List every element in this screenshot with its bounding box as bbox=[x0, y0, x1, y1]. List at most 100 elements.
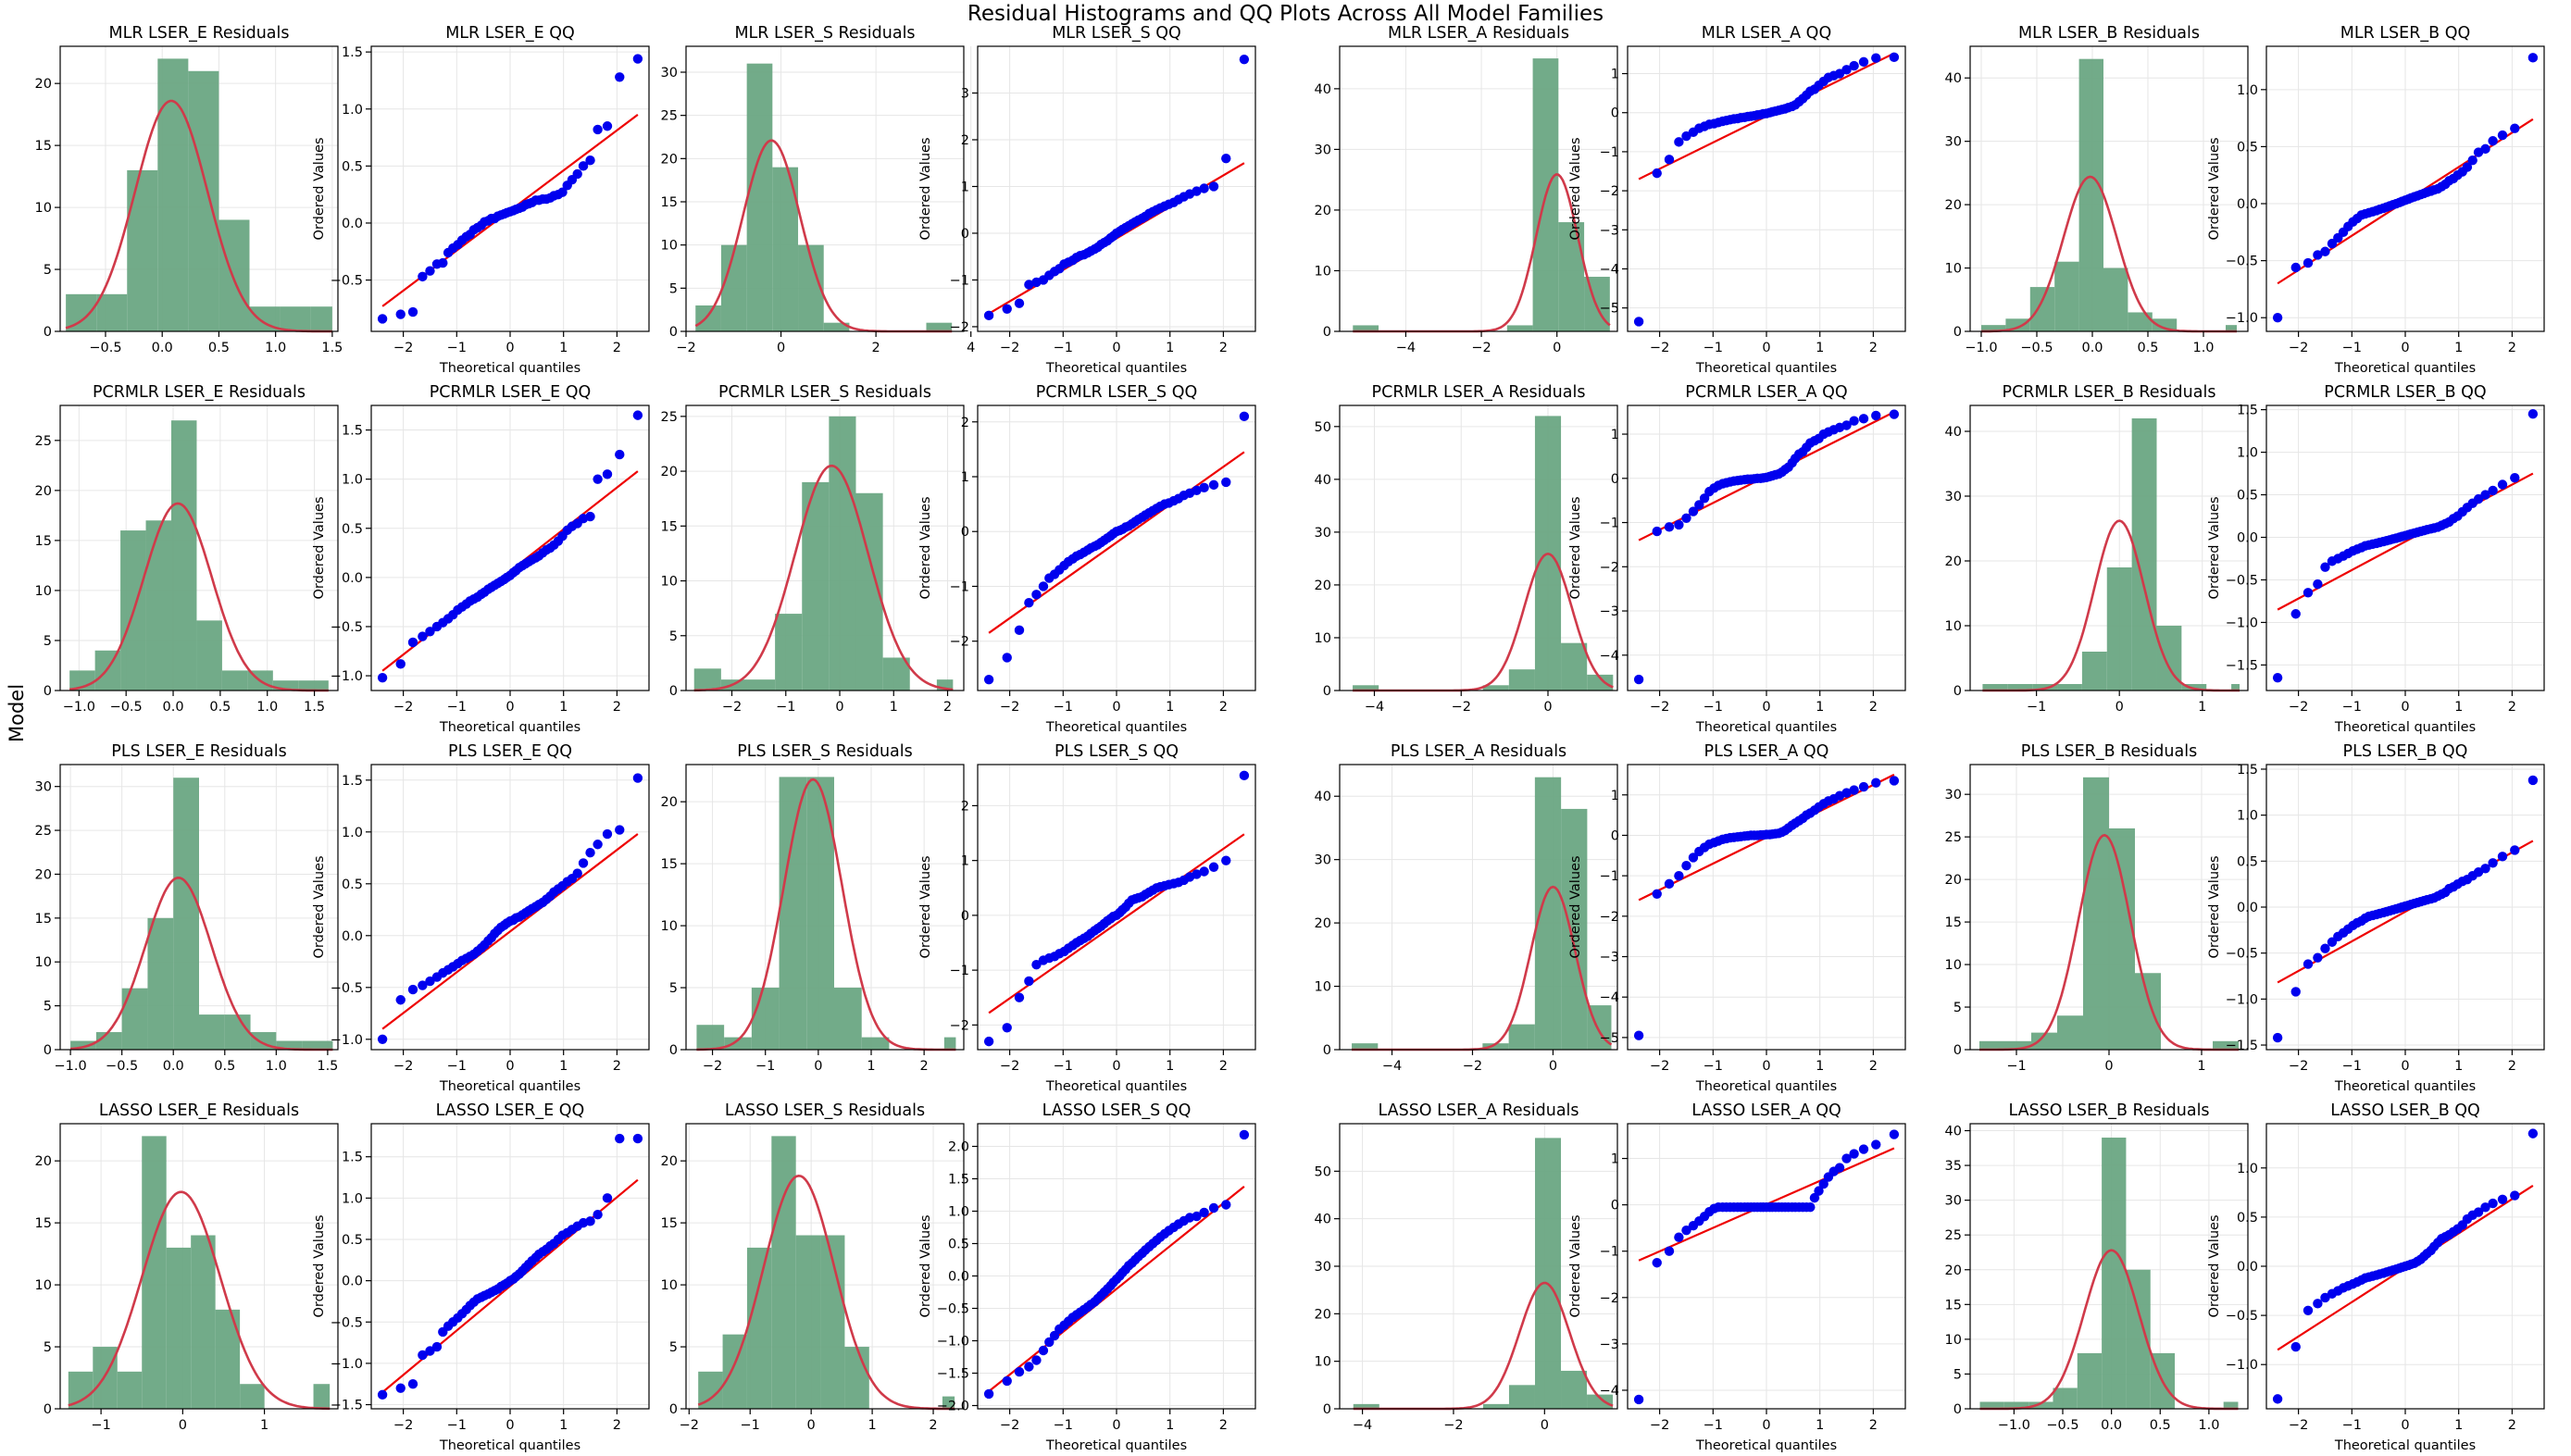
x-tick-label: 2 bbox=[943, 700, 952, 715]
qq-point bbox=[1674, 1232, 1684, 1242]
x-tick-label: −1 bbox=[447, 341, 467, 355]
hist-bar bbox=[1979, 1040, 2005, 1050]
x-tick-label: 1 bbox=[559, 1418, 568, 1433]
y-tick-label: 0.5 bbox=[342, 522, 363, 537]
subplot-title: PLS LSER_E QQ bbox=[448, 742, 572, 761]
y-tick-label: −0.5 bbox=[2226, 1309, 2258, 1324]
y-tick-label: 1.0 bbox=[2237, 83, 2258, 98]
qq-point bbox=[1681, 1225, 1691, 1236]
y-tick-label: −0.5 bbox=[937, 1302, 969, 1317]
y-tick-label: 1 bbox=[1611, 428, 1619, 442]
qq-point bbox=[1031, 959, 1042, 970]
qq-point bbox=[1014, 625, 1025, 636]
x-tick-label: 2 bbox=[1869, 341, 1878, 355]
subplot-mlr-lser-e-qq: −2 −1 0 1 2 −0.5 0.0 0.5 1.0 1.5 MLR LSER_E QQ Theo… bbox=[312, 24, 650, 376]
y-axis-label: Ordered Values bbox=[2207, 138, 2222, 241]
y-tick-label: 20 bbox=[1315, 916, 1331, 931]
y-tick-label: 25 bbox=[35, 824, 52, 839]
x-tick-label: 2 bbox=[1219, 1059, 1228, 1074]
y-tick-label: 10 bbox=[35, 201, 52, 216]
qq-point bbox=[1664, 522, 1675, 532]
qq-point bbox=[395, 309, 406, 319]
x-tick-label: −1 bbox=[91, 1418, 110, 1433]
y-tick-label: 15 bbox=[1945, 1298, 1962, 1313]
hist-bar bbox=[1561, 1370, 1588, 1409]
qq-point bbox=[1633, 317, 1644, 327]
qq-point bbox=[1221, 1200, 1231, 1210]
qq-point bbox=[438, 257, 448, 268]
qq-point bbox=[2510, 123, 2520, 133]
hist-bar bbox=[2128, 312, 2153, 331]
hist-bar bbox=[751, 988, 780, 1050]
y-tick-label: −1 bbox=[950, 273, 969, 288]
hist-bar bbox=[844, 1347, 869, 1409]
x-tick-label: 0.0 bbox=[152, 341, 173, 355]
qq-point bbox=[2462, 162, 2473, 172]
y-tick-label: 1.5 bbox=[342, 1151, 363, 1165]
y-tick-label: −4 bbox=[1600, 262, 1619, 277]
x-axis-label: Theoretical quantiles bbox=[1045, 720, 1187, 735]
x-tick-label: 0 bbox=[505, 341, 514, 355]
x-tick-label: 1 bbox=[1816, 1418, 1824, 1433]
axes-frame bbox=[59, 404, 339, 691]
hist-bar bbox=[779, 777, 807, 1050]
density-curve bbox=[696, 778, 956, 1052]
hist-bar bbox=[2057, 1015, 2083, 1050]
x-tick-label: −1 bbox=[2006, 1059, 2026, 1074]
density-curve bbox=[69, 502, 329, 692]
y-tick-label: 0 bbox=[1611, 828, 1619, 843]
y-tick-label: 10 bbox=[1945, 958, 1962, 973]
x-axis-label: Theoretical quantiles bbox=[1695, 1079, 1837, 1094]
hist-bar bbox=[2029, 287, 2055, 331]
axes-frame bbox=[685, 764, 965, 1051]
subplot-pls-lser-e-residuals: −1.0 −0.5 0.0 0.5 1.0 1.5 0 5 10 15 20 25 30 PLS LSER… bbox=[35, 742, 339, 1074]
qq-point bbox=[1652, 889, 1662, 900]
y-tick-label: 0 bbox=[961, 227, 969, 242]
y-tick-label: −5 bbox=[1600, 1031, 1619, 1046]
y-axis-label: Ordered Values bbox=[2207, 1215, 2222, 1318]
subplot-pls-lser-a-qq: −2 −1 0 1 2 −5 −4 −3 −2 −1 0 1 PLS LSER_A QQ Theoreti… bbox=[1568, 742, 1906, 1094]
subplot-title: LASSO LSER_E QQ bbox=[436, 1101, 585, 1120]
qq-point bbox=[377, 672, 388, 683]
y-tick-label: −3 bbox=[1600, 223, 1619, 238]
y-tick-label: 25 bbox=[35, 434, 52, 449]
qq-point bbox=[593, 474, 603, 484]
y-tick-label: −1 bbox=[1600, 145, 1619, 160]
qq-point bbox=[572, 168, 582, 180]
x-tick-label: −2 bbox=[393, 1059, 413, 1074]
qq-point bbox=[983, 674, 994, 685]
qq-point bbox=[585, 156, 595, 166]
y-tick-label: 5 bbox=[44, 1340, 52, 1355]
x-axis-label: Theoretical quantiles bbox=[2334, 1079, 2476, 1094]
x-tick-label: −1 bbox=[447, 1418, 467, 1433]
x-tick-label: −2 bbox=[2289, 700, 2308, 715]
y-tick-label: 15 bbox=[35, 912, 52, 927]
qq-point bbox=[2510, 1190, 2520, 1201]
x-tick-label: 0.0 bbox=[2081, 341, 2103, 355]
x-tick-label: −1 bbox=[755, 1059, 775, 1074]
subplot-title: MLR LSER_E Residuals bbox=[108, 24, 289, 43]
hist-bar bbox=[2077, 1352, 2103, 1409]
x-tick-label: 1 bbox=[1816, 341, 1824, 355]
hist-bar bbox=[2032, 684, 2058, 691]
qq-point bbox=[2303, 588, 2314, 598]
y-tick-label: −1.0 bbox=[331, 1357, 363, 1372]
qq-point bbox=[2313, 952, 2323, 963]
y-tick-label: −2 bbox=[950, 320, 969, 335]
y-tick-label: −2 bbox=[950, 1018, 969, 1033]
qq-point bbox=[1664, 155, 1675, 165]
x-tick-label: 0 bbox=[2401, 1418, 2409, 1433]
x-tick-label: −1 bbox=[2342, 700, 2362, 715]
hist-bar bbox=[747, 679, 776, 691]
y-tick-label: 20 bbox=[661, 465, 678, 479]
qq-point bbox=[1024, 598, 1034, 608]
y-tick-label: 5 bbox=[44, 634, 52, 649]
qq-point bbox=[1889, 409, 1900, 419]
y-tick-label: −2.0 bbox=[937, 1400, 969, 1414]
hist-bar bbox=[166, 1247, 192, 1409]
x-tick-label: −2 bbox=[393, 700, 413, 715]
x-tick-label: 0 bbox=[1762, 1418, 1770, 1433]
x-tick-label: −2 bbox=[1452, 700, 1471, 715]
x-tick-label: 1 bbox=[1816, 1059, 1824, 1074]
